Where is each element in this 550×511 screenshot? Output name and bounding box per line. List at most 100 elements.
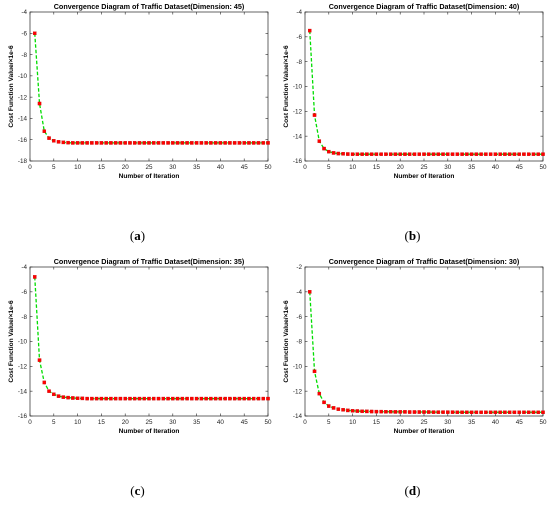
x-tick-label: 45: [241, 419, 249, 426]
y-tick-label: -6: [21, 30, 27, 37]
data-point: [384, 152, 388, 156]
data-point: [412, 410, 417, 414]
y-tick-label: -4: [296, 9, 302, 16]
data-point: [331, 406, 336, 410]
x-tick-label: 50: [264, 419, 272, 426]
x-tick-label: 0: [28, 419, 32, 426]
data-point: [261, 141, 265, 145]
data-point: [94, 396, 99, 401]
data-point: [52, 139, 56, 143]
data-point: [417, 152, 421, 156]
data-point: [132, 396, 137, 401]
data-point: [308, 290, 312, 294]
data-point: [407, 152, 412, 156]
data-point: [228, 141, 232, 145]
data-point: [341, 152, 345, 156]
data-point: [474, 410, 479, 415]
caption-letter: d: [408, 483, 417, 498]
y-axis-label: Cost Function Value/×1e-6: [8, 300, 15, 383]
x-tick-label: 5: [327, 164, 331, 171]
data-point: [237, 141, 242, 145]
x-tick-label: 50: [539, 419, 547, 426]
data-point: [118, 396, 123, 401]
y-tick-label: -6: [21, 289, 27, 296]
data-point: [327, 149, 331, 154]
data-point: [479, 410, 483, 415]
y-tick-label: -6: [296, 34, 302, 41]
data-point: [431, 410, 436, 414]
y-tick-label: -14: [293, 133, 303, 140]
data-point: [156, 141, 161, 145]
data-point: [503, 152, 507, 156]
data-point: [479, 152, 483, 156]
y-tick-label: -8: [296, 59, 302, 66]
data-point: [209, 141, 213, 145]
y-tick-label: -12: [18, 94, 28, 101]
data-point: [237, 396, 242, 401]
y-tick-label: -16: [293, 158, 303, 165]
data-point: [223, 396, 227, 401]
data-point: [190, 141, 194, 145]
data-point: [346, 408, 350, 413]
y-axis-label: Cost Function Value/×1e-6: [283, 45, 290, 128]
x-tick-label: 30: [444, 164, 452, 171]
caption-letter: a: [134, 228, 141, 243]
x-tick-label: 35: [193, 164, 201, 171]
data-point: [56, 140, 61, 144]
y-tick-label: -12: [293, 109, 303, 116]
data-point: [460, 152, 464, 156]
data-point: [322, 146, 326, 151]
data-point: [331, 151, 336, 155]
chart-svg-a: Convergence Diagram of Traffic Dataset(D…: [8, 2, 272, 180]
data-point: [522, 152, 526, 156]
data-point: [450, 152, 455, 156]
data-point: [242, 396, 246, 401]
x-tick-label: 20: [122, 164, 130, 171]
data-point: [85, 396, 89, 401]
data-point: [175, 141, 180, 145]
data-point: [80, 396, 85, 401]
data-point: [247, 141, 251, 145]
data-point: [199, 396, 204, 401]
y-tick-label: -10: [18, 73, 28, 80]
data-point: [33, 31, 37, 36]
data-point: [317, 391, 322, 396]
data-point: [147, 396, 151, 401]
chart-title: Convergence Diagram of Traffic Dataset(D…: [329, 257, 520, 266]
data-point: [308, 28, 312, 33]
data-point: [446, 410, 450, 414]
data-point: [493, 152, 498, 156]
data-point: [317, 139, 322, 143]
x-tick-label: 35: [468, 164, 476, 171]
y-tick-label: -16: [18, 137, 28, 144]
data-point: [218, 396, 223, 401]
y-tick-label: -8: [21, 52, 27, 59]
plot-area: [304, 266, 544, 417]
y-axis-label: Cost Function Value/×1e-6: [283, 300, 290, 383]
data-point: [52, 392, 56, 397]
data-point: [488, 410, 493, 415]
data-point: [123, 141, 127, 145]
data-point: [503, 410, 507, 415]
data-point: [450, 410, 455, 414]
x-axis-label: Number of Iteration: [394, 173, 455, 180]
data-point: [128, 141, 132, 145]
x-tick-label: 15: [98, 164, 106, 171]
data-point: [427, 410, 431, 414]
data-point: [209, 396, 213, 401]
y-tick-label: -18: [18, 158, 28, 165]
x-tick-label: 50: [539, 164, 547, 171]
x-tick-label: 10: [74, 419, 82, 426]
data-point: [541, 410, 545, 415]
data-point: [213, 396, 218, 401]
data-point: [322, 400, 326, 405]
data-point: [517, 152, 521, 156]
plot-area: [29, 11, 269, 162]
data-point: [99, 141, 104, 145]
data-point: [465, 410, 469, 415]
data-point: [455, 410, 460, 415]
data-point: [469, 410, 474, 415]
y-tick-label: -14: [18, 116, 28, 123]
data-point: [104, 396, 108, 401]
data-point: [71, 141, 75, 145]
